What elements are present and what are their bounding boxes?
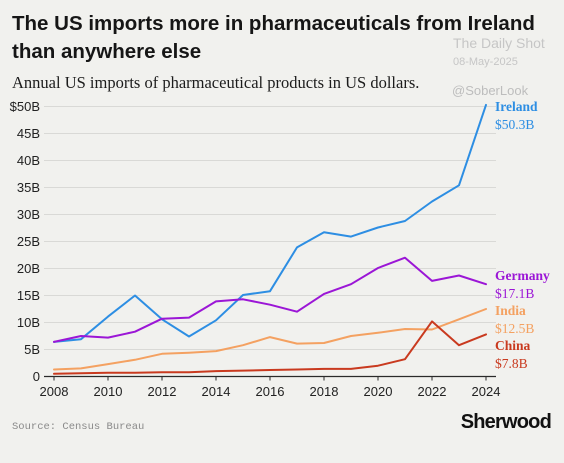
series-lines bbox=[53, 103, 487, 375]
x-axis-ticks: 2008 2010 2012 2014 2016 2018 2020 2022 2024 bbox=[40, 376, 501, 399]
y-tick-label: 5B bbox=[24, 342, 40, 357]
y-tick-label: 20B bbox=[17, 261, 40, 276]
series-value-ireland: $50.3B bbox=[495, 117, 534, 132]
x-tick-label: 2008 bbox=[40, 384, 69, 399]
series-name-ireland: Ireland bbox=[495, 99, 538, 114]
series-name-china: China bbox=[495, 338, 531, 353]
series-value-germany: $17.1B bbox=[495, 286, 534, 301]
watermark-handle: @SoberLook bbox=[452, 83, 529, 98]
series-name-india: India bbox=[495, 303, 526, 318]
gridlines bbox=[44, 106, 496, 350]
y-tick-label: 45B bbox=[17, 126, 40, 141]
x-tick-label: 2024 bbox=[472, 384, 501, 399]
series-line-germany bbox=[53, 256, 487, 343]
brand-logo: Sherwood bbox=[460, 411, 552, 433]
series-line-ireland bbox=[53, 103, 487, 343]
x-tick-label: 2010 bbox=[94, 384, 123, 399]
x-tick-label: 2014 bbox=[202, 384, 231, 399]
source-note: Source: Census Bureau bbox=[12, 421, 145, 433]
x-tick-label: 2022 bbox=[418, 384, 447, 399]
watermark-name: The Daily Shot bbox=[453, 35, 545, 51]
y-axis-ticks: 0 5B 10B 15B 20B 25B 30B 35B 40B 45B $50B bbox=[10, 99, 40, 384]
chart-subtitle: Annual US imports of pharmaceutical prod… bbox=[12, 73, 420, 92]
y-tick-label: 0 bbox=[33, 369, 40, 384]
y-tick-label: 10B bbox=[17, 315, 40, 330]
series-line-india bbox=[53, 308, 487, 371]
y-tick-label: 30B bbox=[17, 207, 40, 222]
series-end-labels: Ireland $50.3B Germany $17.1B India $12.5B Chi… bbox=[495, 99, 550, 371]
series-value-china: $7.8B bbox=[495, 356, 528, 371]
y-tick-label: $50B bbox=[10, 99, 40, 114]
y-tick-label: 40B bbox=[17, 153, 40, 168]
x-tick-label: 2020 bbox=[364, 384, 393, 399]
series-name-germany: Germany bbox=[495, 268, 550, 283]
series-value-india: $12.5B bbox=[495, 321, 534, 336]
y-tick-label: 35B bbox=[17, 180, 40, 195]
x-tick-label: 2016 bbox=[256, 384, 285, 399]
series-line-china bbox=[53, 320, 487, 375]
y-tick-label: 15B bbox=[17, 288, 40, 303]
y-tick-label: 25B bbox=[17, 234, 40, 249]
watermark-date: 08-May-2025 bbox=[453, 56, 518, 68]
x-tick-label: 2012 bbox=[148, 384, 177, 399]
chart-title: The US imports more in pharmaceuticals f… bbox=[12, 12, 535, 63]
x-tick-label: 2018 bbox=[310, 384, 339, 399]
